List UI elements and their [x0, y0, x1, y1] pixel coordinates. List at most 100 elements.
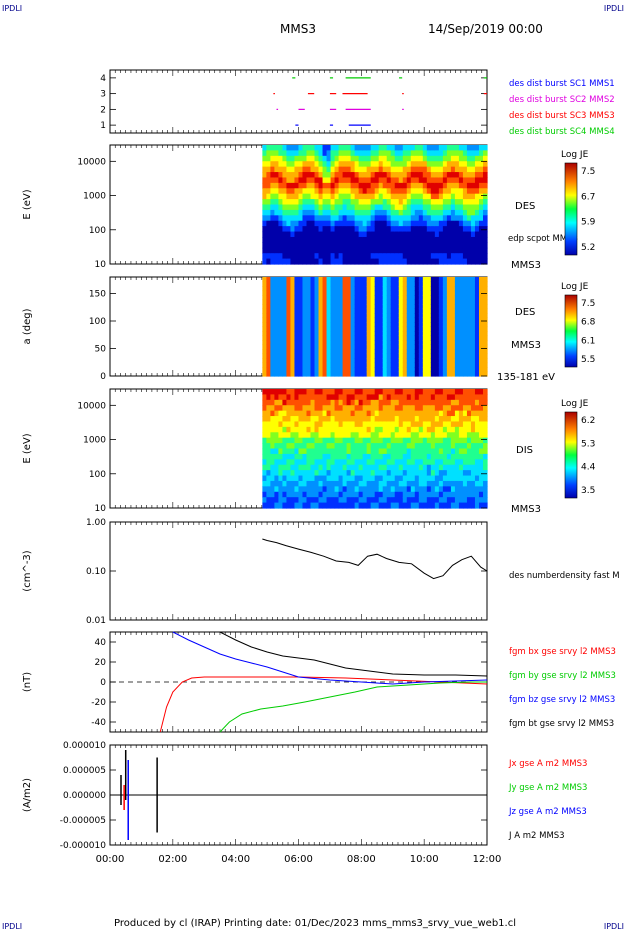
dis-energy-colorbar-tick-label: 3.5 — [581, 486, 595, 496]
des-energy-heatmap-cell — [470, 172, 476, 179]
des-energy-heatmap-cell — [270, 150, 276, 157]
dis-energy-heatmap-cell — [310, 464, 316, 471]
des-pitch-heatmap-cell — [438, 340, 444, 346]
spacecraft-title: MMS3 — [280, 22, 316, 36]
des-pitch-heatmap-cell — [414, 349, 420, 355]
des-pitch-heatmap-cell — [342, 313, 348, 319]
des-pitch-heatmap-cell — [378, 304, 384, 310]
des-energy-heatmap-cell — [306, 226, 312, 233]
dis-energy-heatmap-cell — [294, 491, 300, 498]
des-energy-heatmap-cell — [318, 231, 324, 238]
des-energy-heatmap-cell — [274, 242, 280, 249]
des-energy-heatmap-cell — [458, 253, 464, 260]
dis-energy-heatmap-cell — [470, 405, 476, 412]
des-pitch-heatmap-cell — [374, 286, 380, 292]
dis-energy-heatmap-cell — [342, 502, 348, 509]
dis-energy-heatmap-cell — [394, 470, 400, 477]
des-energy-heatmap-cell — [306, 247, 312, 254]
dis-energy-heatmap-cell — [386, 459, 392, 466]
des-pitch-heatmap-cell — [458, 290, 464, 296]
des-energy-heatmap-cell — [278, 161, 284, 168]
des-energy-heatmap-cell — [274, 193, 280, 200]
des-pitch-heatmap-cell — [470, 322, 476, 328]
dis-energy-heatmap-cell — [482, 405, 488, 412]
des-energy-heatmap-cell — [438, 199, 444, 206]
des-pitch-heatmap-cell — [462, 322, 468, 328]
des-energy-heatmap-cell — [426, 258, 432, 265]
des-energy-heatmap-cell — [310, 188, 316, 195]
des-pitch-heatmap-cell — [346, 290, 352, 296]
des-energy-heatmap-cell — [410, 204, 416, 211]
dis-energy-heatmap-cell — [378, 502, 384, 509]
des-energy-heatmap-cell — [398, 215, 404, 222]
des-pitch-heatmap-cell — [278, 299, 284, 305]
dis-energy-heatmap-cell — [358, 394, 364, 401]
des-pitch-heatmap-cell — [334, 322, 340, 328]
dis-energy-heatmap-cell — [326, 437, 332, 444]
dis-energy-heatmap-cell — [414, 459, 420, 466]
dis-energy-heatmap-cell — [330, 437, 336, 444]
des-energy-heatmap-cell — [314, 258, 320, 265]
des-energy-heatmap-cell — [474, 172, 480, 179]
dis-energy-heatmap-cell — [450, 486, 456, 493]
des-energy-heatmap-cell — [458, 199, 464, 206]
dis-energy-heatmap-cell — [462, 464, 468, 471]
des-energy-heatmap-cell — [266, 242, 271, 249]
des-pitch-heatmap-cell — [414, 317, 420, 323]
des-pitch-heatmap-cell — [370, 371, 376, 377]
des-energy-heatmap-cell — [266, 215, 271, 222]
dis-energy-heatmap-cell — [454, 394, 460, 401]
des-pitch-heatmap-cell — [418, 353, 424, 359]
des-pitch-heatmap-cell — [262, 322, 267, 328]
des-energy-heatmap-cell — [462, 182, 468, 189]
des-pitch-heatmap-cell — [398, 295, 404, 301]
dis-energy-heatmap-cell — [306, 497, 312, 504]
dis-energy-heatmap-cell — [422, 399, 428, 406]
des-energy-heatmap-cell — [406, 172, 412, 179]
des-energy-heatmap-cell — [438, 161, 444, 168]
des-energy-heatmap-cell — [350, 226, 356, 233]
des-energy-heatmap-cell — [402, 236, 408, 243]
dis-energy-heatmap-cell — [278, 389, 284, 396]
dis-energy-heatmap-cell — [470, 426, 476, 433]
dis-energy-heatmap-cell — [390, 421, 396, 428]
des-pitch-heatmap-cell — [350, 313, 356, 319]
des-energy-heatmap-cell — [270, 247, 276, 254]
des-energy-heatmap-cell — [374, 204, 380, 211]
dis-energy-heatmap-cell — [466, 470, 472, 477]
dis-energy-heatmap-cell — [318, 421, 324, 428]
des-pitch-heatmap-cell — [434, 313, 440, 319]
des-pitch-heatmap-cell — [442, 335, 448, 341]
des-energy-heatmap-cell — [318, 209, 324, 216]
dis-energy-heatmap-cell — [362, 426, 368, 433]
des-energy-heatmap-cell — [278, 188, 284, 195]
dis-energy-heatmap-cell — [442, 486, 448, 493]
dis-energy-heatmap-cell — [478, 470, 484, 477]
des-pitch-heatmap-cell — [374, 317, 380, 323]
des-energy-heatmap-cell — [378, 226, 384, 233]
dis-energy-heatmap-cell — [418, 426, 424, 433]
des-energy-heatmap-cell — [358, 182, 364, 189]
des-energy-heatmap-cell — [374, 193, 380, 200]
dis-energy-heatmap-cell — [306, 459, 312, 466]
des-energy-heatmap-cell — [482, 209, 488, 216]
des-pitch-heatmap-cell — [430, 286, 436, 292]
dis-energy-heatmap-cell — [322, 399, 328, 406]
des-energy-heatmap-cell — [394, 166, 400, 173]
des-pitch-heatmap-cell — [278, 295, 284, 301]
dis-energy-heatmap-cell — [354, 491, 360, 498]
des-energy-heatmap-cell — [362, 209, 368, 216]
dis-energy-heatmap-cell — [318, 486, 324, 493]
des-energy-heatmap-cell — [338, 231, 344, 238]
des-energy-heatmap-cell — [266, 209, 271, 216]
dis-energy-heatmap-cell — [358, 405, 364, 412]
dis-energy-heatmap-cell — [282, 464, 288, 471]
dis-energy-heatmap-cell — [354, 437, 360, 444]
des-pitch-heatmap-cell — [386, 317, 392, 323]
dis-energy-heatmap-cell — [326, 399, 332, 406]
des-energy-heatmap-cell — [262, 236, 267, 243]
des-pitch-heatmap-cell — [446, 308, 452, 314]
dis-energy-heatmap-cell — [474, 410, 480, 417]
des-pitch-heatmap-cell — [278, 362, 284, 368]
des-pitch-heatmap-cell — [454, 322, 460, 328]
